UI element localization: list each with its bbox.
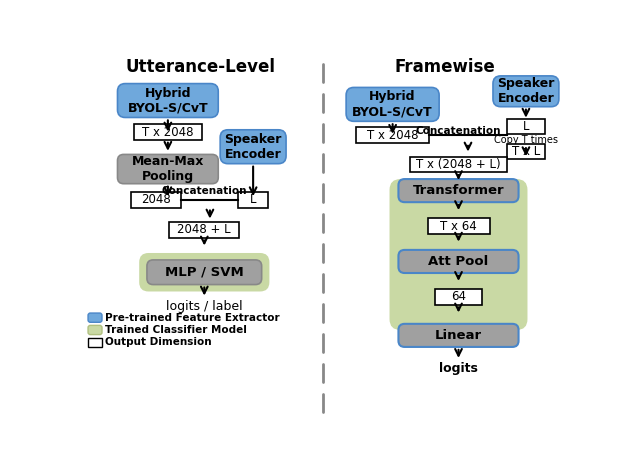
Text: L: L — [250, 194, 256, 206]
FancyBboxPatch shape — [507, 119, 546, 135]
Text: Concatenation: Concatenation — [161, 185, 247, 195]
FancyBboxPatch shape — [410, 157, 507, 172]
FancyBboxPatch shape — [398, 179, 518, 202]
FancyBboxPatch shape — [220, 130, 286, 164]
Text: Copy T times: Copy T times — [494, 135, 558, 145]
FancyBboxPatch shape — [134, 125, 202, 140]
Text: T x L: T x L — [512, 145, 540, 158]
FancyBboxPatch shape — [493, 76, 559, 107]
Text: Trained Classifier Model: Trained Classifier Model — [105, 325, 247, 335]
FancyBboxPatch shape — [356, 127, 430, 143]
Text: Utterance-Level: Utterance-Level — [125, 59, 275, 76]
FancyBboxPatch shape — [169, 222, 239, 237]
Bar — [88, 337, 102, 347]
FancyBboxPatch shape — [118, 84, 218, 118]
Text: Concatenation: Concatenation — [416, 126, 501, 136]
FancyBboxPatch shape — [398, 324, 518, 347]
FancyBboxPatch shape — [507, 143, 546, 159]
FancyBboxPatch shape — [88, 313, 102, 322]
FancyBboxPatch shape — [118, 154, 218, 184]
FancyBboxPatch shape — [139, 253, 270, 292]
Text: Framewise: Framewise — [395, 59, 496, 76]
Text: Att Pool: Att Pool — [428, 255, 489, 268]
FancyBboxPatch shape — [88, 325, 102, 335]
Text: Speaker
Encoder: Speaker Encoder — [497, 77, 554, 105]
FancyBboxPatch shape — [428, 219, 490, 234]
FancyBboxPatch shape — [346, 87, 439, 121]
Text: 2048 + L: 2048 + L — [178, 223, 231, 236]
Text: Hybrid
BYOL-S/CvT: Hybrid BYOL-S/CvT — [127, 86, 208, 115]
Text: Output Dimension: Output Dimension — [105, 337, 212, 347]
Text: MLP / SVM: MLP / SVM — [165, 266, 244, 279]
Text: 2048: 2048 — [141, 194, 171, 206]
Text: T x 64: T x 64 — [440, 219, 477, 233]
Text: Hybrid
BYOL-S/CvT: Hybrid BYOL-S/CvT — [352, 90, 433, 118]
Text: T x 2048: T x 2048 — [367, 129, 418, 142]
FancyBboxPatch shape — [389, 179, 527, 330]
Text: T x (2048 + L): T x (2048 + L) — [416, 158, 501, 171]
Text: T x 2048: T x 2048 — [142, 126, 193, 139]
FancyBboxPatch shape — [398, 250, 518, 273]
Text: L: L — [523, 120, 529, 133]
Text: 64: 64 — [451, 290, 466, 303]
Text: Mean-Max
Pooling: Mean-Max Pooling — [132, 155, 204, 183]
FancyBboxPatch shape — [131, 192, 181, 208]
Text: Speaker
Encoder: Speaker Encoder — [224, 133, 282, 161]
Text: Linear: Linear — [435, 329, 482, 342]
Text: Transformer: Transformer — [413, 184, 504, 197]
FancyBboxPatch shape — [238, 192, 268, 208]
Text: Pre-trained Feature Extractor: Pre-trained Feature Extractor — [105, 312, 280, 323]
FancyBboxPatch shape — [147, 260, 261, 285]
Text: logits / label: logits / label — [166, 300, 243, 312]
FancyBboxPatch shape — [435, 289, 482, 304]
Text: logits: logits — [439, 362, 478, 375]
